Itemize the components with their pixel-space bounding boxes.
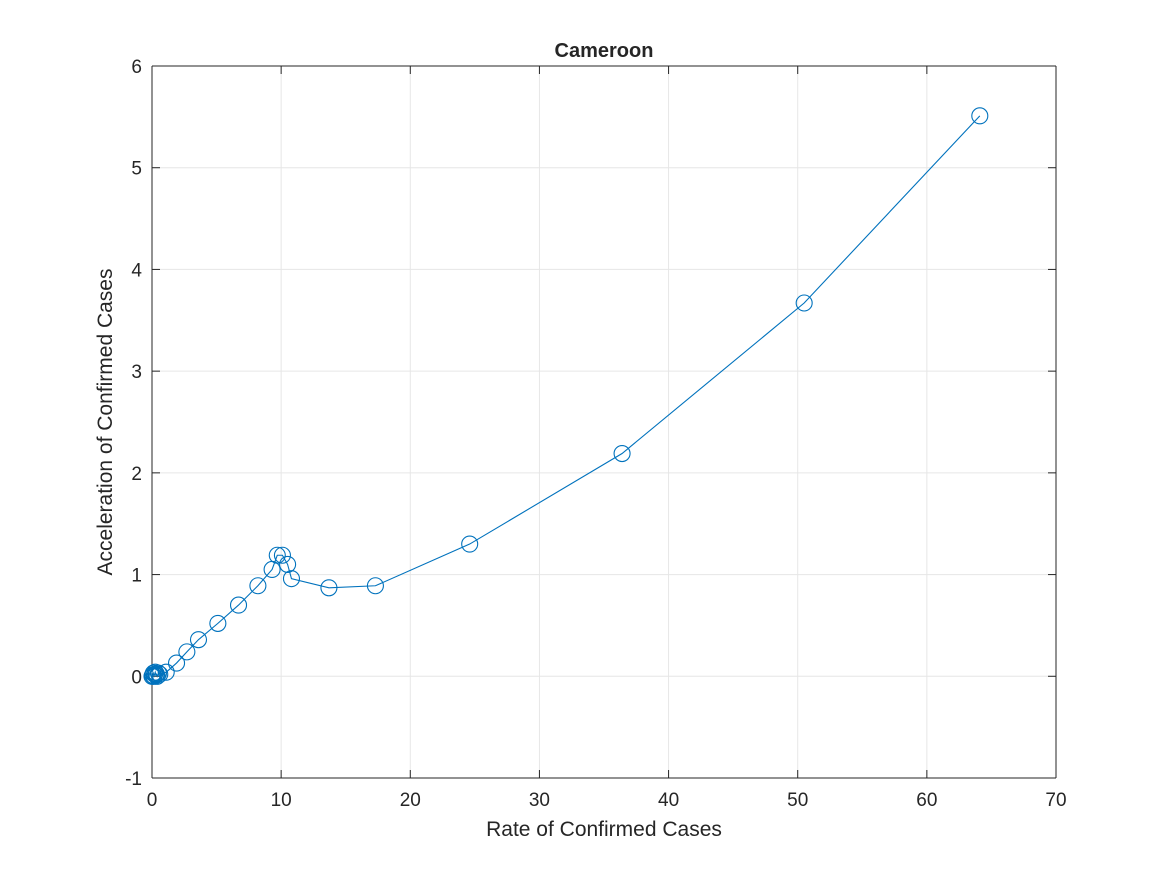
x-tick-label: 60 xyxy=(916,790,937,811)
x-tick-label: 40 xyxy=(658,790,679,811)
x-tick-label: 50 xyxy=(787,790,808,811)
grid xyxy=(151,65,1057,779)
data-point xyxy=(366,577,384,595)
y-tick-label: 2 xyxy=(131,464,142,485)
plot-area-background xyxy=(152,66,1056,778)
data-point xyxy=(151,665,169,683)
x-axis-label: Rate of Confirmed Cases xyxy=(486,818,722,841)
y-axis-label: Acceleration of Confirmed Cases xyxy=(94,269,117,576)
data-point xyxy=(795,294,813,312)
y-tick-label: 1 xyxy=(131,566,142,587)
chart-title: Cameroon xyxy=(555,40,654,62)
x-tick-label: 0 xyxy=(147,790,158,811)
data-point xyxy=(279,555,297,573)
axes xyxy=(151,65,1057,779)
data-point xyxy=(229,596,248,614)
y-tick-label: -1 xyxy=(125,769,142,790)
x-tick-label: 10 xyxy=(271,790,292,811)
y-tick-label: 5 xyxy=(131,159,142,180)
y-tick-label: 4 xyxy=(131,260,142,281)
x-tick-label: 70 xyxy=(1045,790,1066,811)
y-tick-labels: -1 0 1 2 3 4 5 6 xyxy=(125,57,142,790)
data-point xyxy=(157,663,175,681)
data-point xyxy=(249,577,267,595)
data-point xyxy=(282,570,301,588)
x-tick-label: 20 xyxy=(400,790,421,811)
data-point xyxy=(971,107,989,125)
data-point xyxy=(209,614,227,632)
data-point xyxy=(149,664,168,682)
data-point xyxy=(320,579,338,597)
x-tick-label: 30 xyxy=(529,790,550,811)
data-point xyxy=(178,643,196,661)
data-point xyxy=(613,444,631,463)
data-point xyxy=(167,654,186,672)
series-line xyxy=(151,115,981,679)
series-layer xyxy=(143,107,989,685)
y-tick-label: 3 xyxy=(131,362,142,383)
data-point xyxy=(461,535,479,553)
x-tick-labels: 0 10 20 30 40 50 60 70 xyxy=(147,790,1067,811)
data-point xyxy=(268,546,286,564)
y-tick-label: 6 xyxy=(131,57,142,78)
data-point xyxy=(148,667,166,685)
data-point xyxy=(189,631,208,649)
data-point xyxy=(273,546,291,564)
y-tick-label: 0 xyxy=(131,667,142,688)
